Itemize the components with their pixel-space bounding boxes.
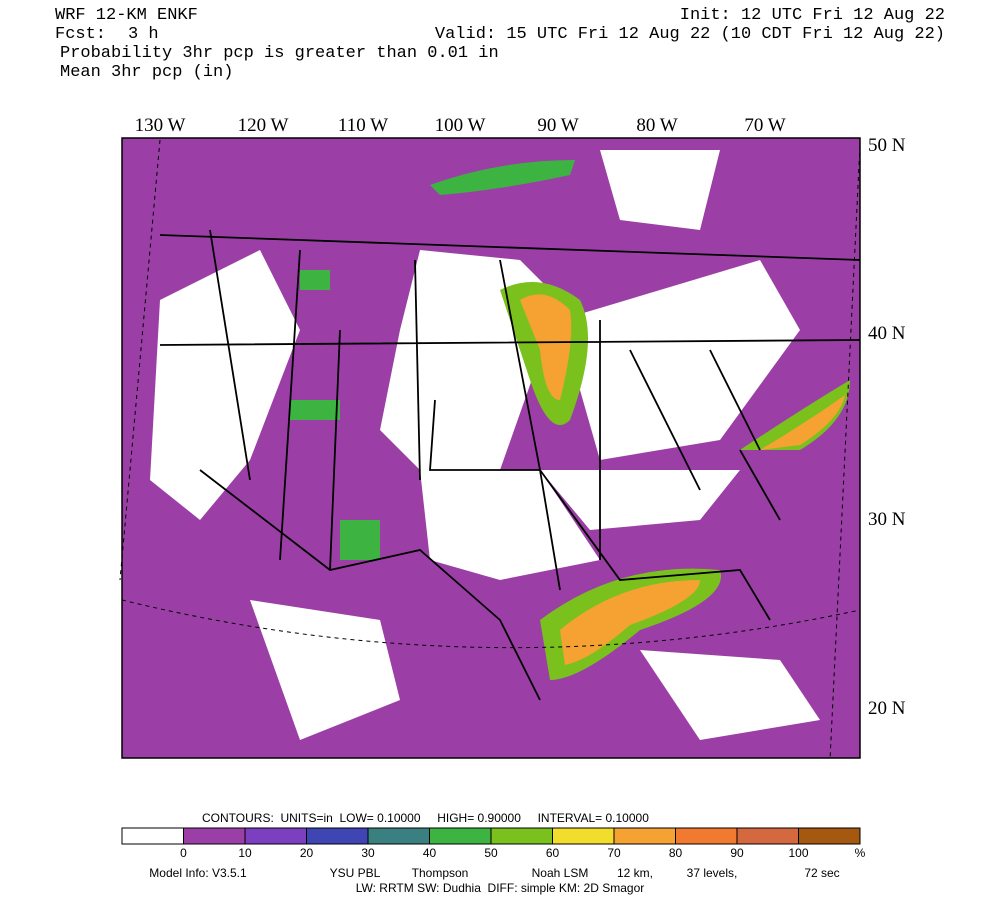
footer-item: YSU PBL (330, 866, 381, 880)
footer-item: 37 levels, (687, 866, 738, 880)
lon-label: 70 W (744, 115, 785, 136)
map (119, 137, 861, 761)
color-swatch (183, 827, 246, 845)
lon-label: 90 W (537, 115, 578, 136)
colorbar-label: 50 (484, 846, 498, 860)
lon-label: 110 W (338, 115, 388, 136)
fcst-label: Fcst: (55, 25, 106, 44)
footer-item: Model Info: V3.5.1 (149, 866, 247, 880)
color-swatch (552, 827, 615, 845)
colorbar-label: 70 (607, 846, 621, 860)
lon-label: 120 W (238, 115, 289, 136)
colorbar-label: 0 (180, 846, 187, 860)
fcst-value: 3 h (128, 25, 159, 44)
color-swatch (798, 827, 861, 845)
color-swatch (613, 827, 676, 845)
color-swatch (367, 827, 430, 845)
color-swatch (736, 827, 799, 845)
footer-item: Noah LSM (532, 866, 589, 880)
lon-label: 100 W (435, 115, 486, 136)
colorbar-label: 90 (730, 846, 744, 860)
init: Init: 12 UTC Fri 12 Aug 22 (680, 6, 945, 25)
colorbar: 0 10 20 30 40 50 60 70 80 90 100% (121, 827, 866, 860)
colorbar-label: 30 (361, 846, 375, 860)
lon-label: 80 W (636, 115, 677, 136)
contours-info: CONTOURS: UNITS=in LOW= 0.10000 HIGH= 0.… (202, 811, 649, 825)
lon-labels: 130 W 120 W 110 W 100 W 90 W 80 W 70 W (135, 115, 786, 136)
lat-label: 30 N (868, 509, 906, 530)
colorbar-label: 10 (238, 846, 252, 860)
colorbar-label: 20 (300, 846, 314, 860)
colorbar-label: 40 (423, 846, 437, 860)
colorbar-label: % (855, 846, 866, 860)
color-swatch (490, 827, 553, 845)
lat-label: 50 N (868, 135, 906, 156)
colorbar-label: 100 (788, 846, 808, 860)
valid: Valid: 15 UTC Fri 12 Aug 22 (10 CDT Fri … (435, 25, 945, 44)
color-swatch (675, 827, 738, 845)
footer-item: Thompson (412, 866, 469, 880)
footer: Model Info: V3.5.1 YSU PBL Thompson Noah LS… (149, 866, 839, 880)
colorbar-label: 80 (669, 846, 683, 860)
lon-label: 130 W (135, 115, 186, 136)
color-swatch (306, 827, 369, 845)
color-swatch (244, 827, 307, 845)
lat-label: 20 N (868, 698, 906, 719)
footer-item: 72 sec (804, 866, 839, 880)
model: WRF 12-KM ENKF (55, 6, 198, 25)
lat-labels: 50 N 40 N 30 N 20 N (868, 135, 906, 719)
color-swatch (429, 827, 492, 845)
field: Probability 3hr pcp is greater than 0.01… (60, 44, 499, 63)
colorbar-label: 60 (546, 846, 560, 860)
lat-label: 40 N (868, 323, 906, 344)
footer-item: 12 km, (617, 866, 653, 880)
field: Mean 3hr pcp (in) (60, 63, 233, 82)
color-swatch (121, 827, 184, 845)
footer-line: LW: RRTM SW: Dudhia DIFF: simple KM: 2D … (356, 881, 645, 895)
